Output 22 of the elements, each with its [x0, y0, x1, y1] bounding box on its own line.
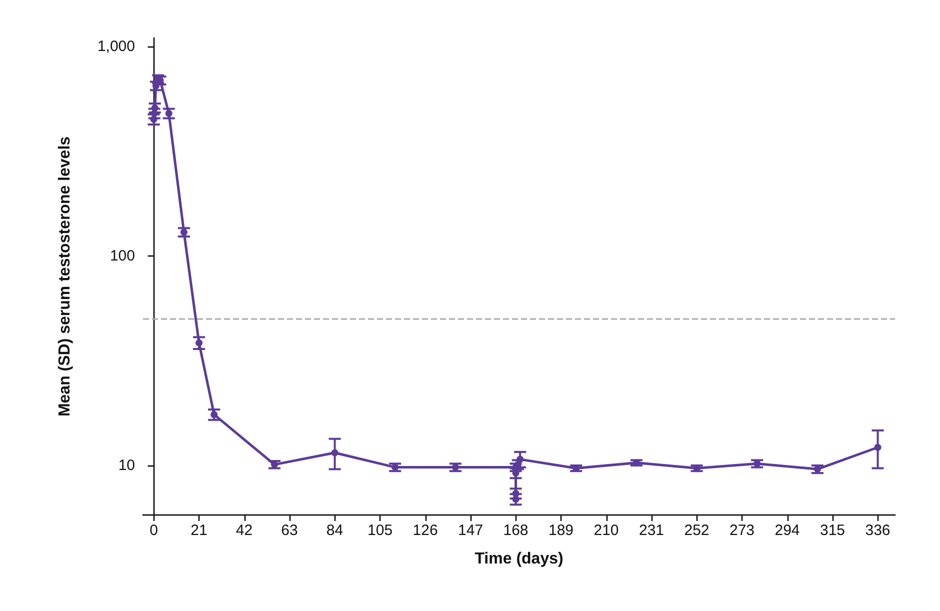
x-tick-label: 168: [503, 522, 528, 539]
x-tick-label: 210: [594, 522, 619, 539]
x-tick-label: 336: [865, 522, 890, 539]
x-tick-label: 63: [281, 522, 298, 539]
y-tick-label: 10: [118, 456, 135, 474]
x-tick-label: 273: [730, 522, 755, 539]
x-tick-label: 189: [548, 522, 574, 539]
x-tick-label: 42: [236, 522, 253, 539]
x-tick-label: 21: [190, 522, 208, 539]
x-tick-label: 294: [774, 522, 800, 539]
x-tick-label: 147: [458, 522, 484, 539]
x-tick-label: 105: [368, 522, 393, 539]
x-axis-title: Time (days): [474, 550, 564, 568]
x-tick-label: 126: [412, 522, 438, 539]
x-tick-label: 84: [326, 522, 344, 539]
x-tick-label: 231: [639, 522, 664, 539]
y-tick-label: 100: [110, 248, 135, 265]
y-tick-label: 1,000: [97, 38, 135, 56]
x-tick-label: 0: [150, 522, 158, 539]
y-axis-title: Mean (SD) serum testosterone levels: [56, 136, 74, 417]
x-tick-label: 252: [684, 522, 710, 539]
x-tick-label: 315: [820, 522, 846, 539]
